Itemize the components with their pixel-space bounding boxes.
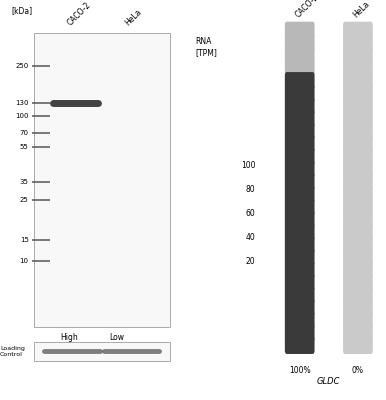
FancyBboxPatch shape — [285, 312, 315, 329]
FancyBboxPatch shape — [343, 299, 373, 316]
FancyBboxPatch shape — [285, 34, 315, 52]
FancyBboxPatch shape — [285, 248, 315, 266]
Text: 40: 40 — [246, 233, 256, 242]
FancyBboxPatch shape — [285, 223, 315, 240]
FancyBboxPatch shape — [343, 110, 373, 127]
Text: 60: 60 — [246, 209, 256, 218]
FancyBboxPatch shape — [34, 33, 171, 326]
Text: 20: 20 — [246, 257, 256, 266]
Text: Low: Low — [109, 333, 124, 342]
FancyBboxPatch shape — [343, 274, 373, 291]
FancyBboxPatch shape — [343, 97, 373, 114]
Text: 70: 70 — [20, 130, 29, 136]
FancyBboxPatch shape — [285, 22, 315, 39]
Text: RNA
[TPM]: RNA [TPM] — [195, 37, 217, 57]
FancyBboxPatch shape — [343, 186, 373, 203]
FancyBboxPatch shape — [285, 173, 315, 190]
Text: Loading
Control: Loading Control — [0, 346, 25, 357]
FancyBboxPatch shape — [343, 223, 373, 240]
Text: 25: 25 — [20, 196, 29, 202]
FancyBboxPatch shape — [285, 198, 315, 215]
Text: High: High — [61, 333, 78, 342]
Text: CACO-2: CACO-2 — [66, 1, 93, 28]
Text: 10: 10 — [20, 258, 29, 264]
Text: [kDa]: [kDa] — [11, 6, 32, 15]
Text: CACO-2: CACO-2 — [293, 0, 320, 20]
FancyBboxPatch shape — [343, 135, 373, 152]
FancyBboxPatch shape — [343, 198, 373, 215]
FancyBboxPatch shape — [285, 299, 315, 316]
FancyBboxPatch shape — [285, 211, 315, 228]
FancyBboxPatch shape — [343, 34, 373, 52]
FancyBboxPatch shape — [285, 236, 315, 253]
Text: 15: 15 — [20, 237, 29, 243]
FancyBboxPatch shape — [343, 173, 373, 190]
Text: 35: 35 — [20, 178, 29, 184]
FancyBboxPatch shape — [343, 148, 373, 165]
Text: 80: 80 — [246, 184, 256, 194]
Text: 250: 250 — [15, 63, 29, 69]
Text: 100%: 100% — [289, 366, 310, 375]
Text: 55: 55 — [20, 144, 29, 150]
FancyBboxPatch shape — [343, 47, 373, 64]
Text: 100: 100 — [241, 161, 256, 170]
Text: HeLa: HeLa — [352, 0, 372, 20]
FancyBboxPatch shape — [285, 286, 315, 304]
FancyBboxPatch shape — [343, 211, 373, 228]
FancyBboxPatch shape — [285, 135, 315, 152]
FancyBboxPatch shape — [285, 122, 315, 140]
FancyBboxPatch shape — [285, 60, 315, 77]
FancyBboxPatch shape — [285, 85, 315, 102]
FancyBboxPatch shape — [285, 97, 315, 114]
FancyBboxPatch shape — [343, 236, 373, 253]
FancyBboxPatch shape — [285, 186, 315, 203]
FancyBboxPatch shape — [343, 72, 373, 89]
FancyBboxPatch shape — [343, 122, 373, 140]
FancyBboxPatch shape — [285, 337, 315, 354]
FancyBboxPatch shape — [343, 248, 373, 266]
FancyBboxPatch shape — [285, 160, 315, 178]
Text: GLDC: GLDC — [317, 377, 340, 386]
FancyBboxPatch shape — [343, 337, 373, 354]
FancyBboxPatch shape — [285, 47, 315, 64]
FancyBboxPatch shape — [285, 261, 315, 278]
FancyBboxPatch shape — [343, 261, 373, 278]
FancyBboxPatch shape — [343, 60, 373, 77]
FancyBboxPatch shape — [343, 22, 373, 39]
FancyBboxPatch shape — [343, 286, 373, 304]
Text: 0%: 0% — [352, 366, 364, 375]
FancyBboxPatch shape — [343, 160, 373, 178]
FancyBboxPatch shape — [343, 324, 373, 341]
FancyBboxPatch shape — [343, 85, 373, 102]
FancyBboxPatch shape — [285, 110, 315, 127]
FancyBboxPatch shape — [285, 274, 315, 291]
FancyBboxPatch shape — [285, 148, 315, 165]
FancyBboxPatch shape — [343, 312, 373, 329]
FancyBboxPatch shape — [285, 72, 315, 89]
FancyBboxPatch shape — [34, 342, 171, 361]
Text: HeLa: HeLa — [124, 8, 143, 28]
Text: 100: 100 — [15, 113, 29, 119]
FancyBboxPatch shape — [285, 324, 315, 341]
Text: 130: 130 — [15, 100, 29, 106]
